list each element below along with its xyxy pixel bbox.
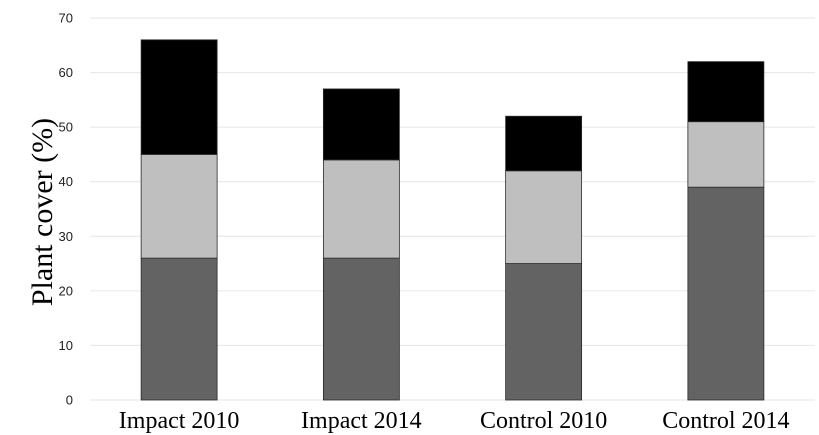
y-axis-title: Plant cover (%): [26, 118, 59, 306]
y-tick-label: 20: [59, 283, 73, 298]
bar-segment-3-control-2010: [505, 115, 583, 172]
y-tick-label: 30: [59, 229, 73, 244]
x-category-label: Control 2010: [480, 408, 607, 434]
bar-segment-1-control-2010: [505, 263, 583, 401]
y-tick-label: 0: [66, 393, 73, 408]
bar-segment-3-impact-2010: [140, 39, 218, 155]
bar-segment-2-control-2010: [505, 170, 583, 264]
x-category-label: Impact 2010: [119, 408, 240, 434]
y-tick-label: 50: [59, 120, 73, 135]
bar-segment-2-impact-2010: [140, 154, 218, 259]
bar-segment-2-control-2014: [687, 121, 765, 188]
y-tick-label: 10: [59, 338, 73, 353]
x-category-labels: Impact 2010 Impact 2014 Control 2010 Contro…: [119, 408, 790, 434]
y-tick-labels: 0 10 20 30 40 50 60 70: [59, 11, 73, 408]
x-category-label: Impact 2014: [301, 408, 422, 434]
y-tick-label: 60: [59, 65, 73, 80]
bars: [140, 39, 765, 401]
bar-segment-2-impact-2014: [322, 159, 400, 259]
bar-segment-1-impact-2014: [322, 257, 400, 401]
bar-segment-1-impact-2010: [140, 257, 218, 401]
x-category-label: Control 2014: [662, 408, 789, 434]
y-tick-label: 70: [59, 11, 73, 26]
y-tick-label: 40: [59, 174, 73, 189]
bar-segment-3-impact-2014: [322, 88, 400, 161]
bar-segment-1-control-2014: [687, 186, 765, 401]
bar-segment-3-control-2014: [687, 61, 765, 123]
